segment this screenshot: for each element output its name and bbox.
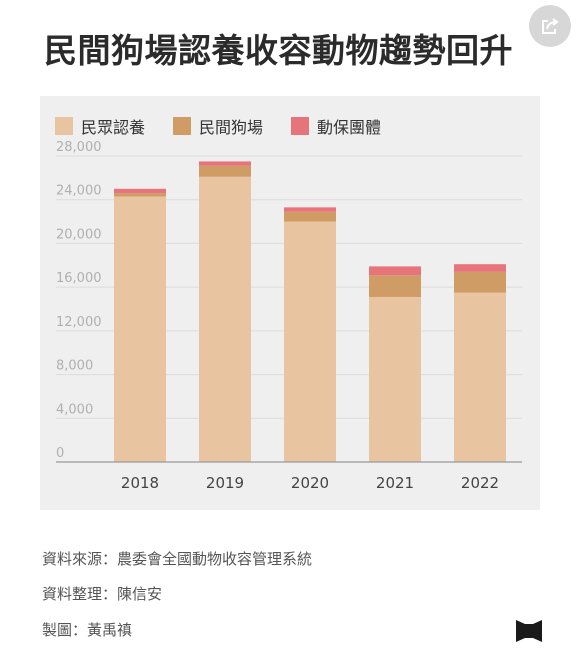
y-tick-label: 0: [56, 446, 64, 461]
y-tick-label: 8,000: [56, 359, 93, 374]
legend-swatch: [55, 117, 73, 135]
bar-segment: [114, 188, 166, 194]
compiled-by-note: 資料整理：陳信安: [42, 585, 163, 603]
bar-segment: [199, 176, 251, 462]
chart-panel: 民眾認養 民間狗場 動保團體 0 4,000 8,000 12,000 16,000 20,0…: [40, 96, 540, 510]
legend-item: 民間狗場: [173, 114, 263, 138]
y-tick-label: 20,000: [56, 227, 102, 242]
bar-segment: [369, 266, 421, 276]
bar-segment: [284, 207, 336, 212]
bar-segment: [369, 275, 421, 297]
y-tick-label: 12,000: [56, 315, 102, 330]
bar-segment: [369, 296, 421, 462]
legend-swatch: [291, 117, 310, 135]
x-tick-label: 2021: [376, 474, 414, 492]
publisher-logo-icon: [516, 620, 542, 642]
bar-segment: [284, 211, 336, 222]
bar-segment: [454, 264, 506, 272]
bar-segment: [199, 165, 251, 177]
designer-note: 製圖：黃禹禛: [42, 621, 133, 639]
y-tick-label: 28,000: [56, 140, 102, 155]
stacked-bar-chart: 0 4,000 8,000 12,000 16,000 20,000 24,000 28,00…: [56, 140, 522, 492]
legend-item: 動保團體: [291, 114, 381, 138]
bar-segment: [114, 193, 166, 197]
y-tick-label: 4,000: [56, 402, 93, 417]
x-tick-label: 2019: [206, 474, 244, 492]
legend-label: 民間狗場: [199, 118, 264, 137]
source-note: 資料來源：農委會全國動物收容管理系統: [42, 550, 313, 568]
chart-title: 民間狗場認養收容動物趨勢回升: [44, 31, 513, 70]
legend-label: 民眾認養: [81, 118, 146, 137]
y-tick-label: 24,000: [56, 184, 102, 199]
share-icon: [542, 18, 559, 34]
bar-segment: [284, 221, 336, 462]
bar-segment: [114, 196, 166, 462]
legend-swatch: [173, 117, 192, 135]
x-tick-label: 2022: [461, 474, 499, 492]
bar-segment: [199, 161, 251, 166]
chart-legend: 民眾認養 民間狗場 動保團體: [55, 114, 409, 138]
x-tick-label: 2018: [121, 474, 159, 492]
x-tick-label: 2020: [291, 474, 329, 492]
bar-segment: [454, 271, 506, 293]
legend-label: 動保團體: [317, 118, 382, 137]
bar-segment: [454, 292, 506, 462]
share-button[interactable]: [529, 5, 571, 47]
y-tick-label: 16,000: [56, 271, 102, 286]
legend-item: 民眾認養: [55, 114, 145, 138]
